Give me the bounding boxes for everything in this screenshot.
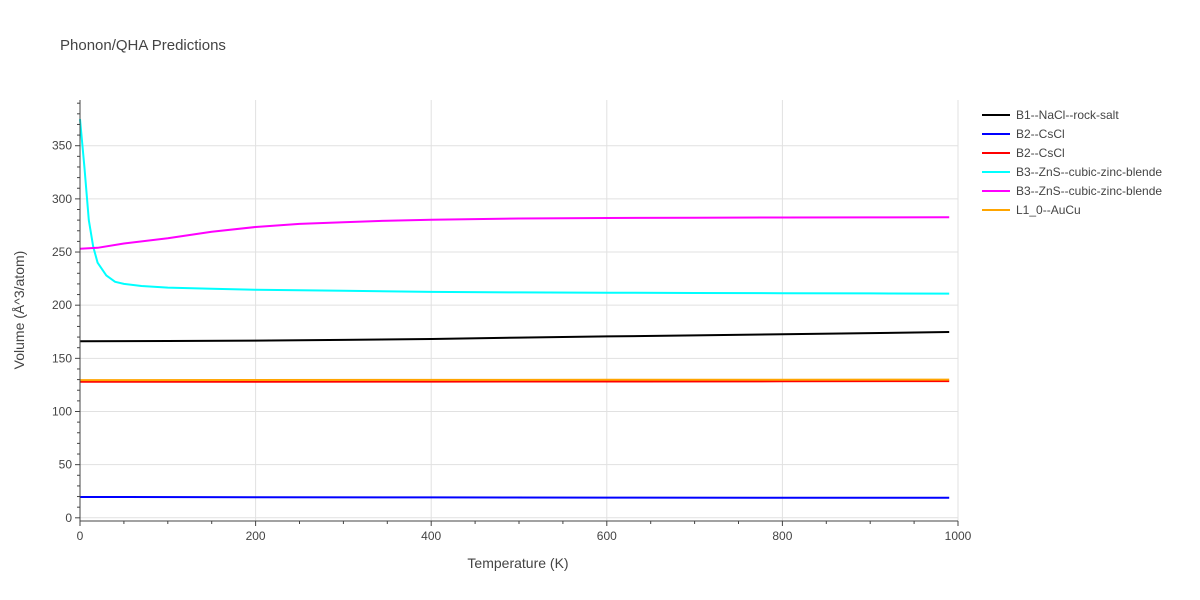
legend-item[interactable]: B2--CsCl [982, 146, 1065, 160]
series-line-5 [79, 378, 950, 382]
x-tick-label: 1000 [945, 529, 972, 543]
series-line-3 [79, 119, 950, 295]
series-line-1 [79, 496, 950, 499]
y-tick-label: 250 [52, 245, 72, 259]
x-axis-title: Temperature (K) [467, 555, 568, 571]
x-tick-label: 800 [772, 529, 792, 543]
y-tick-label: 0 [65, 511, 72, 525]
legend-item[interactable]: B2--CsCl [982, 127, 1065, 141]
series-layer [79, 119, 950, 499]
y-tick-label: 100 [52, 404, 72, 418]
x-tick-label: 600 [597, 529, 617, 543]
y-tick-label: 300 [52, 192, 72, 206]
axis-layer: 0 200 400 600 800 1000 0 50 100 150 200 250 300 350 [52, 100, 972, 543]
y-tick-label: 350 [52, 139, 72, 153]
x-tick-label: 0 [77, 529, 84, 543]
series-line-0 [79, 331, 950, 343]
legend-label: B1--NaCl--rock-salt [1016, 108, 1119, 122]
y-tick-label: 200 [52, 298, 72, 312]
chart-title: Phonon/QHA Predictions [60, 37, 226, 54]
y-tick-label: 150 [52, 351, 72, 365]
x-tick-label: 400 [421, 529, 441, 543]
legend-item[interactable]: B3--ZnS--cubic-zinc-blende [982, 184, 1162, 198]
grid-layer [80, 100, 959, 521]
legend-label: B2--CsCl [1016, 146, 1065, 160]
legend-label: B3--ZnS--cubic-zinc-blende [1016, 184, 1162, 198]
legend-item[interactable]: B3--ZnS--cubic-zinc-blende [982, 165, 1162, 179]
legend-label: B2--CsCl [1016, 127, 1065, 141]
legend-label: B3--ZnS--cubic-zinc-blende [1016, 165, 1162, 179]
legend[interactable]: B1--NaCl--rock-salt B2--CsCl B2--CsCl B3--Z… [982, 108, 1162, 217]
legend-item[interactable]: L1_0--AuCu [982, 203, 1081, 217]
legend-item[interactable]: B1--NaCl--rock-salt [982, 108, 1119, 122]
series-line-2 [80, 380, 950, 383]
series-line-4 [79, 216, 950, 250]
legend-label: L1_0--AuCu [1016, 203, 1081, 217]
x-tick-label: 200 [246, 529, 266, 543]
y-axis-title: Volume (Å^3/atom) [11, 251, 27, 370]
y-tick-label: 50 [59, 458, 73, 472]
